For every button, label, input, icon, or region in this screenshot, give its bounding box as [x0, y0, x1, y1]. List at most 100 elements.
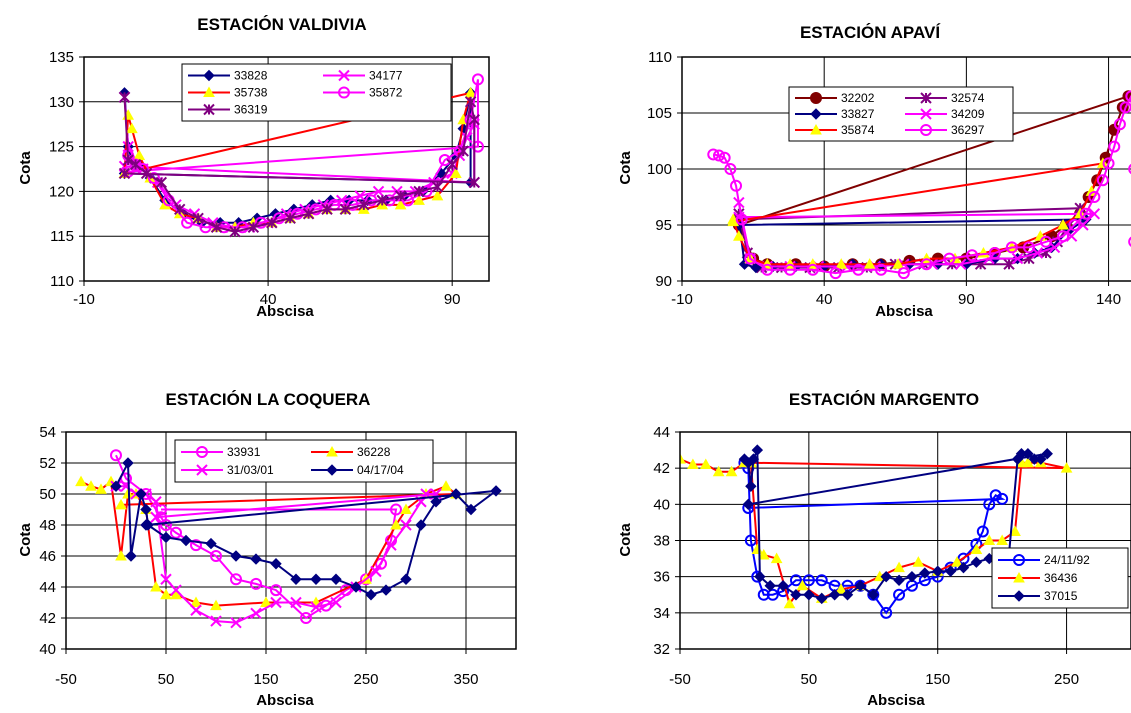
series-point [471, 73, 484, 86]
y-tick-label: 105 [647, 105, 672, 122]
legend-marker [203, 69, 215, 82]
legend-marker [338, 86, 350, 99]
series-point [346, 198, 359, 211]
series-point [1088, 191, 1101, 203]
series-point [300, 612, 312, 624]
legend: 33931 36228 31/03/01 04/17/04 [174, 439, 434, 483]
series-point [1022, 447, 1034, 460]
series-point [270, 584, 282, 597]
series-point [85, 480, 97, 491]
series-point [1034, 230, 1047, 241]
chart-title: ESTACIÓN LA COQUERA [166, 390, 371, 409]
series-point [893, 574, 905, 586]
series-point [783, 597, 796, 609]
legend-label: 33931 [227, 445, 261, 459]
plot-border [83, 56, 490, 282]
series-point [863, 258, 876, 269]
series-point [254, 216, 267, 229]
series-point [375, 557, 387, 570]
series-point [284, 212, 296, 224]
series-point [1113, 118, 1126, 131]
series-point [270, 596, 282, 609]
series-point [160, 519, 172, 531]
series-point [160, 588, 172, 600]
series-point [983, 534, 996, 545]
series-point [370, 565, 382, 578]
legend: 32202 32574 33827 34209 35874 36297 [788, 86, 1014, 142]
legend-marker [810, 123, 822, 135]
series-point [727, 215, 740, 227]
series-point [897, 267, 910, 280]
y-tick-label: 125 [49, 139, 74, 156]
series-point [841, 589, 854, 601]
x-tick-label: 50 [158, 671, 175, 688]
series-point [174, 203, 186, 216]
series-point [413, 194, 425, 205]
legend-box [174, 439, 434, 483]
legend-label: 35874 [841, 123, 875, 137]
series-point [236, 221, 249, 234]
series-point [751, 543, 764, 555]
y-tick-label: 120 [49, 183, 74, 200]
legend-marker [1013, 571, 1025, 583]
legend-marker [920, 92, 932, 104]
series-point [440, 480, 452, 491]
plot-border [679, 431, 1131, 650]
x-tick-label: -10 [671, 291, 693, 308]
x-tick-label: 150 [925, 671, 950, 688]
x-tick-label: 150 [253, 671, 278, 688]
series-point [339, 203, 352, 216]
series-point [970, 556, 983, 568]
legend-label: 32202 [841, 91, 875, 105]
series-point [751, 444, 764, 456]
legend-label: 24/11/92 [1044, 553, 1090, 567]
series-point [471, 140, 484, 153]
series-point [180, 534, 192, 547]
series-point [835, 258, 848, 269]
series-point [150, 511, 162, 523]
series-point [750, 261, 762, 274]
x-tick-label: 90 [444, 291, 461, 308]
legend-marker [203, 103, 215, 116]
series-point [893, 588, 906, 601]
series-point [210, 599, 222, 611]
x-tick-label: 250 [1054, 671, 1079, 688]
series-point [155, 176, 168, 189]
series-point [365, 589, 377, 601]
series-point [376, 194, 388, 207]
x-tick-label: -50 [55, 671, 77, 688]
y-tick-label: 115 [50, 228, 74, 245]
chart-title: ESTACIÓN VALDIVIA [197, 15, 366, 34]
series-point [250, 553, 262, 565]
series-point [205, 537, 217, 550]
y-tick-label: 90 [655, 273, 672, 290]
series-point [192, 212, 204, 224]
y-tick-label: 38 [653, 533, 670, 550]
series-point [118, 167, 131, 180]
series-point [126, 122, 138, 134]
chart-title: ESTACIÓN APAVÍ [800, 23, 941, 42]
series-point [1128, 163, 1131, 175]
legend-marker [338, 69, 350, 82]
series-point [394, 190, 407, 202]
legend-label: 36436 [1044, 571, 1078, 585]
series-point [266, 217, 278, 229]
legend: 33828 34177 35738 35872 36319 [181, 63, 452, 122]
series-point [806, 263, 819, 276]
y-axis-label: Cota [17, 151, 34, 185]
series-point [1005, 241, 1018, 254]
series-point [230, 550, 242, 562]
plot-area [75, 449, 502, 629]
series-point [957, 561, 970, 574]
series-point [1108, 140, 1121, 153]
series-point [385, 539, 397, 551]
series-point [450, 167, 462, 178]
legend-label: 34177 [369, 69, 403, 83]
series-point [430, 496, 442, 508]
series-line-35872 [127, 79, 479, 229]
series-point [1125, 90, 1131, 103]
series-point [687, 458, 699, 470]
series-point [1035, 453, 1047, 465]
series-point [75, 475, 87, 487]
series-point [415, 519, 427, 531]
